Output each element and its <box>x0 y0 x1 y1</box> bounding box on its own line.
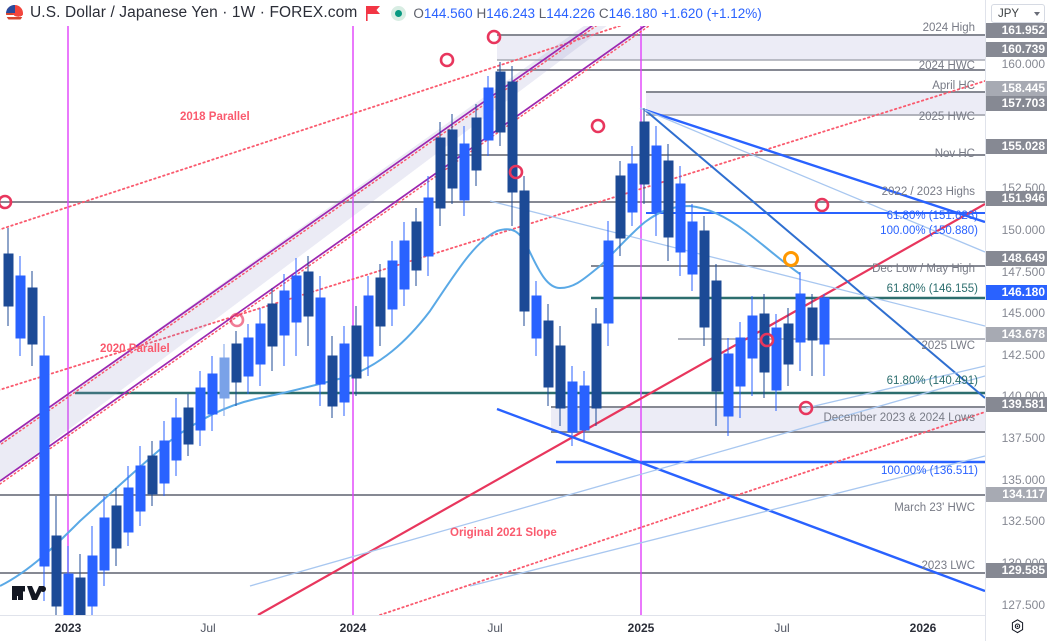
level-label: 2023 LWC <box>921 560 975 572</box>
channel-2020-lower <box>0 26 594 443</box>
price-tick: 135.000 <box>1001 473 1045 487</box>
currency-value: JPY <box>998 7 1020 20</box>
chart-annotation-label: Original 2021 Slope <box>450 527 557 539</box>
marker-red-circle <box>229 312 245 328</box>
price-tick: 161.952 <box>986 23 1047 38</box>
time-tick: Jul <box>200 621 216 635</box>
chart-header: U.S. Dollar / Japanese Yen · 1W · FOREX.… <box>0 0 1047 26</box>
trendline-light-1 <box>639 107 985 253</box>
trendline-light-2 <box>489 200 985 327</box>
tradingview-logo-icon <box>12 578 48 607</box>
price-tick: 145.000 <box>1001 306 1045 320</box>
time-tick: Jul <box>487 621 503 635</box>
ohlc-low-value: 144.226 <box>546 5 596 21</box>
price-tick: 147.500 <box>1001 265 1045 279</box>
price-tick: 127.500 <box>1001 598 1045 612</box>
ohlc-close-label: C <box>598 5 609 21</box>
price-tick: 137.500 <box>1001 431 1045 445</box>
marker-red-circle <box>814 197 830 213</box>
price-tick: 160.000 <box>1001 57 1045 71</box>
time-axis[interactable]: 2023 Jul 2024 Jul 2025 Jul 2026 <box>0 615 985 641</box>
price-tick: 155.028 <box>986 139 1047 154</box>
chart-annotation-label: 2020 Parallel <box>100 343 170 355</box>
trendline-2018-parallel-lower <box>0 80 985 391</box>
price-tick: 134.117 <box>986 487 1047 502</box>
price-tick: 160.739 <box>986 42 1047 57</box>
time-tick: 2025 <box>627 621 655 635</box>
trendline-2018-parallel <box>0 26 623 231</box>
trendline-light-4 <box>469 455 985 587</box>
level-label: 100.00% (150.880) <box>880 225 978 237</box>
ohlc-close-value: 146.180 <box>608 5 658 21</box>
red-flag-icon[interactable] <box>364 5 384 22</box>
level-label: 100.00% (136.511) <box>881 465 978 477</box>
zone-dec-lows <box>551 407 985 432</box>
us-flag-icon <box>6 4 23 22</box>
price-tick: 129.585 <box>986 563 1047 578</box>
level-label: 61.80% (146.155) <box>886 283 978 295</box>
price-tick: 143.678 <box>986 327 1047 342</box>
level-label: 2024 HWC <box>918 60 975 72</box>
candlestick-series <box>3 62 830 615</box>
ohlc-change: +1.620 (+1.12%) <box>661 5 762 21</box>
marker-red-circle <box>798 400 814 416</box>
chart-markers <box>0 29 830 416</box>
trendline-blue-descend-2 <box>644 109 985 399</box>
ohlc-open-label: O <box>413 5 424 21</box>
level-label: December 2023 & 2024 Lows <box>823 412 975 424</box>
time-tick: 2026 <box>909 621 937 635</box>
ohlc-low-label: L <box>538 5 547 21</box>
marker-red-circle <box>508 164 524 180</box>
level-label: 2025 LWC <box>921 340 975 352</box>
marker-red-circle <box>0 194 13 210</box>
market-open-dot[interactable] <box>391 5 407 21</box>
currency-select[interactable]: JPY <box>991 4 1045 23</box>
level-label: 2025 HWC <box>918 111 975 123</box>
ohlc-open-value: 144.560 <box>423 5 473 21</box>
price-tick: 157.703 <box>986 96 1047 111</box>
marker-red-circle <box>590 118 606 134</box>
level-label: March 23' HWC <box>894 502 975 514</box>
level-label: 61.80% (140.491) <box>886 375 978 387</box>
chart-canvas <box>0 26 985 615</box>
price-tick: 132.500 <box>1001 514 1045 528</box>
price-tick: 158.445 <box>986 81 1047 96</box>
chart-plot-area[interactable] <box>0 26 985 615</box>
marker-red-circle <box>439 52 455 68</box>
price-tick: 151.946 <box>986 191 1047 206</box>
level-label: April HC <box>932 80 975 92</box>
trendline-dotted-lower <box>379 411 985 615</box>
marker-red-circle <box>759 332 775 348</box>
level-label: Nov HC <box>934 148 975 160</box>
trendline-blue-ascend-support <box>496 407 985 593</box>
page-title[interactable]: U.S. Dollar / Japanese Yen · 1W · FOREX.… <box>30 4 358 21</box>
price-tick: 142.500 <box>1001 348 1045 362</box>
chart-annotation-label: 2018 Parallel <box>180 111 250 123</box>
trendline-blue-descend-1 <box>644 108 985 224</box>
time-tick: 2024 <box>339 621 367 635</box>
price-tick: 139.581 <box>986 397 1047 412</box>
ohlc-high-label: H <box>476 5 487 21</box>
level-label: 61.80% (151.626) <box>886 210 978 222</box>
channel-2020-upper <box>0 26 647 482</box>
chevron-down-icon[interactable] <box>1034 11 1040 16</box>
marker-red-circle <box>486 29 502 45</box>
time-tick: 2023 <box>54 621 82 635</box>
zone-april-hc <box>646 92 985 115</box>
trendline-original-2021-slope <box>257 203 985 615</box>
level-label: Dec Low / May High <box>872 263 975 275</box>
ohlc-readout: O144.560 H146.243 L144.226 C146.180 +1.6… <box>413 6 761 21</box>
level-label: 2022 / 2023 Highs <box>881 186 975 198</box>
level-label: 2024 High <box>922 22 975 34</box>
time-tick: Jul <box>774 621 790 635</box>
price-tick: 150.000 <box>1001 223 1045 237</box>
price-tick: 148.649 <box>986 251 1047 266</box>
price-axis[interactable]: JPY 161.952 160.739 160.000 158.445 157.703 1… <box>985 0 1047 641</box>
trendline-light-3 <box>249 375 985 587</box>
price-tick: 146.180 <box>986 285 1047 300</box>
gear-icon[interactable] <box>1006 618 1028 636</box>
marker-orange-circle <box>783 251 799 267</box>
ohlc-high-value: 146.243 <box>486 5 535 21</box>
